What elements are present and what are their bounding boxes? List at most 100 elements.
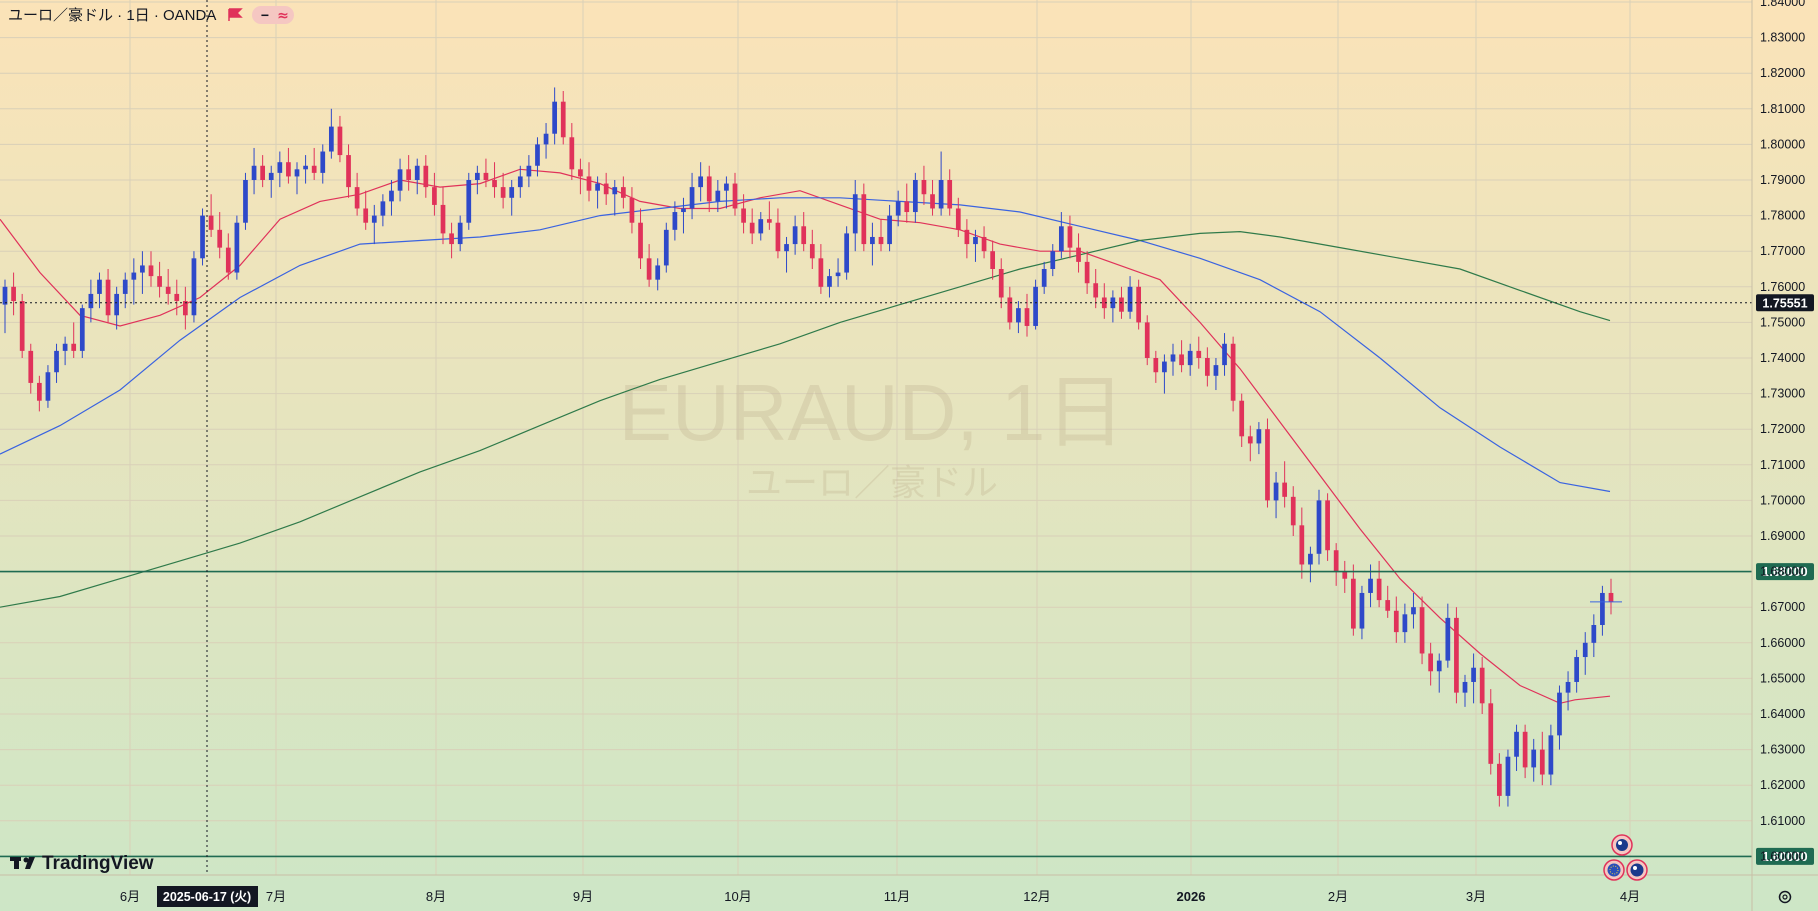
candle-body	[277, 162, 283, 173]
candle-body	[45, 372, 51, 401]
candle-body	[337, 126, 343, 156]
candle	[1256, 422, 1262, 455]
candle-body	[732, 183, 738, 209]
candle-body	[1445, 617, 1451, 661]
logo-text: TradingView	[42, 853, 154, 874]
candle	[1076, 233, 1081, 273]
event-marker-flag-icon[interactable]	[1611, 834, 1633, 856]
candle-body	[921, 180, 927, 195]
candle-body	[852, 194, 858, 234]
candle-body	[1299, 525, 1305, 565]
candle	[646, 244, 652, 287]
candle	[1557, 685, 1562, 750]
candle-body	[912, 180, 918, 213]
time-axis[interactable]: 6月 7月 8月 9月 10月 11月 12月 2026 2月 3月 4月	[120, 889, 1640, 904]
candle	[706, 165, 712, 213]
candle	[1265, 418, 1270, 508]
candle	[543, 123, 549, 159]
candle-body	[809, 244, 815, 259]
candle-body	[1565, 681, 1571, 693]
candle	[1222, 333, 1227, 376]
candle	[775, 208, 781, 259]
candle	[887, 204, 892, 252]
candle	[509, 180, 515, 216]
candle-body	[1376, 578, 1382, 601]
candle-body	[1179, 354, 1184, 366]
candle	[560, 91, 566, 145]
candle	[457, 215, 463, 252]
price-tick-label: 1.83000	[1760, 31, 1805, 45]
price-tick-label: 1.66000	[1760, 636, 1805, 650]
candle	[998, 258, 1004, 309]
candle	[440, 187, 446, 245]
flag-icon[interactable]	[228, 8, 243, 21]
candle-body	[234, 222, 240, 273]
candle-body	[1084, 261, 1090, 284]
candle	[208, 194, 214, 237]
candle	[861, 183, 867, 252]
chart-legend[interactable]: ユーロ／豪ドル · 1日 · OANDA − ≈	[8, 6, 294, 24]
price-tick-label: 1.82000	[1760, 66, 1805, 80]
candle-body	[268, 172, 274, 180]
candle	[474, 165, 480, 195]
candle-body	[1531, 749, 1537, 768]
candle-body	[818, 258, 824, 287]
candle-body	[938, 180, 944, 209]
candle	[268, 165, 274, 198]
candle-body	[260, 165, 266, 180]
candle	[964, 219, 970, 259]
candle-body	[97, 279, 102, 294]
candle	[938, 151, 944, 216]
horizontal-lines[interactable]: 1.68000 1.60000	[0, 563, 1814, 865]
candle-body	[474, 172, 480, 180]
candle	[397, 158, 403, 202]
candle-body	[1058, 226, 1064, 252]
candle-body	[1041, 269, 1047, 287]
crosshair-price-text: 1.75551	[1762, 296, 1807, 310]
event-marker-eu-icon[interactable]	[1603, 859, 1625, 881]
candle	[1600, 585, 1605, 636]
price-axis[interactable]: 1.84000 1.83000 1.82000 1.81000 1.80000 1.790…	[1760, 0, 1805, 863]
candle	[1342, 560, 1348, 593]
event-marker-au-icon[interactable]	[1626, 859, 1648, 881]
candle-body	[62, 343, 68, 351]
candle-body	[423, 165, 429, 188]
price-tag-crosshair: 1.75551	[1756, 294, 1814, 312]
candle	[1187, 343, 1193, 376]
candle-body	[1290, 496, 1296, 526]
candle	[663, 222, 669, 273]
candle	[1308, 546, 1313, 583]
candle-body	[1471, 667, 1476, 682]
candle	[371, 204, 377, 245]
candle-body	[1024, 308, 1030, 326]
candle	[1084, 251, 1090, 294]
time-tick-label: 10月	[724, 889, 751, 904]
candle-body	[998, 269, 1004, 298]
candle	[784, 236, 789, 273]
event-markers[interactable]	[1603, 834, 1648, 881]
candle	[191, 251, 197, 323]
candle	[380, 194, 386, 227]
candle	[698, 162, 704, 202]
candle-body	[715, 190, 721, 202]
price-tick-label: 1.81000	[1760, 102, 1805, 116]
candle	[36, 375, 42, 412]
candle-body	[1548, 735, 1554, 775]
tradingview-logo[interactable]: TradingView	[10, 853, 154, 874]
candle-body	[1119, 297, 1124, 312]
candle	[1376, 560, 1382, 608]
candle	[1393, 596, 1399, 643]
status-badge[interactable]	[252, 6, 294, 24]
moving-average-line	[0, 197, 1611, 493]
candle-body	[397, 169, 403, 191]
candle	[1436, 653, 1442, 693]
gear-icon[interactable]	[1778, 890, 1792, 904]
price-axis-background	[1752, 0, 1818, 911]
candle	[1582, 632, 1588, 675]
symbol-title[interactable]: ユーロ／豪ドル · 1日 · OANDA	[8, 6, 216, 24]
candle-body	[766, 219, 772, 223]
candle	[912, 172, 918, 223]
horizontal-line-label: 1.68000	[1762, 565, 1807, 579]
